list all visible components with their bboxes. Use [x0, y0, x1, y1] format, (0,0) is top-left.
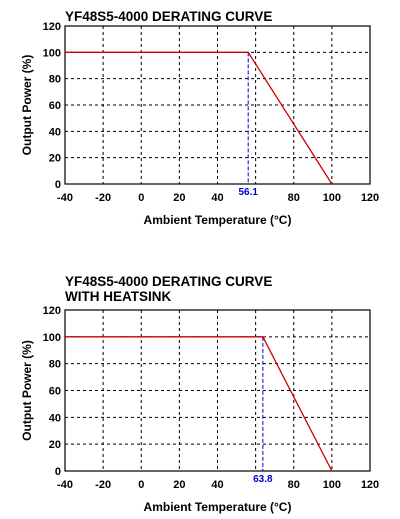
y-tick-label: 60 — [49, 100, 61, 112]
x-tick-label: 40 — [211, 479, 223, 491]
x-tick-label: 100 — [323, 192, 341, 204]
chart-1: YF48S5-4000 DERATING CURVE 0 20 40 60 80 100 12… — [20, 9, 379, 227]
y-axis-label: Output Power (%) — [20, 55, 34, 156]
y-tick-label: 20 — [49, 439, 61, 451]
x-tick-label: 100 — [323, 479, 341, 491]
x-tick-label: 80 — [288, 192, 300, 204]
y-tick-label: 0 — [55, 466, 61, 478]
y-tick-label: 80 — [49, 74, 61, 86]
y-axis-label: Output Power (%) — [20, 340, 34, 441]
x-tick-label: -20 — [95, 192, 111, 204]
derating-curve-line — [65, 51, 333, 185]
plot-frame — [64, 25, 371, 185]
y-tick-label: 100 — [43, 332, 61, 344]
x-tick-label: -20 — [95, 479, 111, 491]
x-tick-label: -40 — [57, 192, 73, 204]
chart-title-line: YF48S5-4000 DERATING CURVE — [65, 9, 272, 24]
x-tick-label: 0 — [138, 192, 144, 204]
y-tick-label: 40 — [49, 126, 61, 138]
x-tick-label: 20 — [173, 479, 185, 491]
x-tick-label: 120 — [361, 479, 379, 491]
y-tick-label: 0 — [55, 179, 61, 191]
chart-title-line: WITH HEATSINK — [65, 289, 171, 304]
x-tick-label: -40 — [57, 479, 73, 491]
chart-title-line: YF48S5-4000 DERATING CURVE — [65, 274, 272, 289]
y-tick-label: 120 — [43, 21, 61, 33]
y-tick-label: 60 — [49, 386, 61, 398]
x-tick-label: 40 — [211, 192, 223, 204]
y-tick-label: 80 — [49, 359, 61, 371]
x-axis-label: Ambient Temperature (°C) — [144, 500, 292, 514]
x-axis-label: Ambient Temperature (°C) — [144, 213, 292, 227]
x-tick-label: 120 — [361, 192, 379, 204]
x-tick-label: 80 — [288, 479, 300, 491]
y-tick-label: 40 — [49, 412, 61, 424]
knee-marker-label: 56.1 — [238, 187, 258, 198]
x-tick-label: 20 — [173, 192, 185, 204]
derating-curve-line — [65, 336, 333, 472]
y-tick-label: 20 — [49, 153, 61, 165]
x-tick-label: 0 — [138, 479, 144, 491]
knee-marker-label: 63.8 — [253, 474, 273, 485]
y-tick-label: 120 — [43, 305, 61, 317]
plot-frame — [64, 309, 371, 472]
y-tick-label: 100 — [43, 47, 61, 59]
